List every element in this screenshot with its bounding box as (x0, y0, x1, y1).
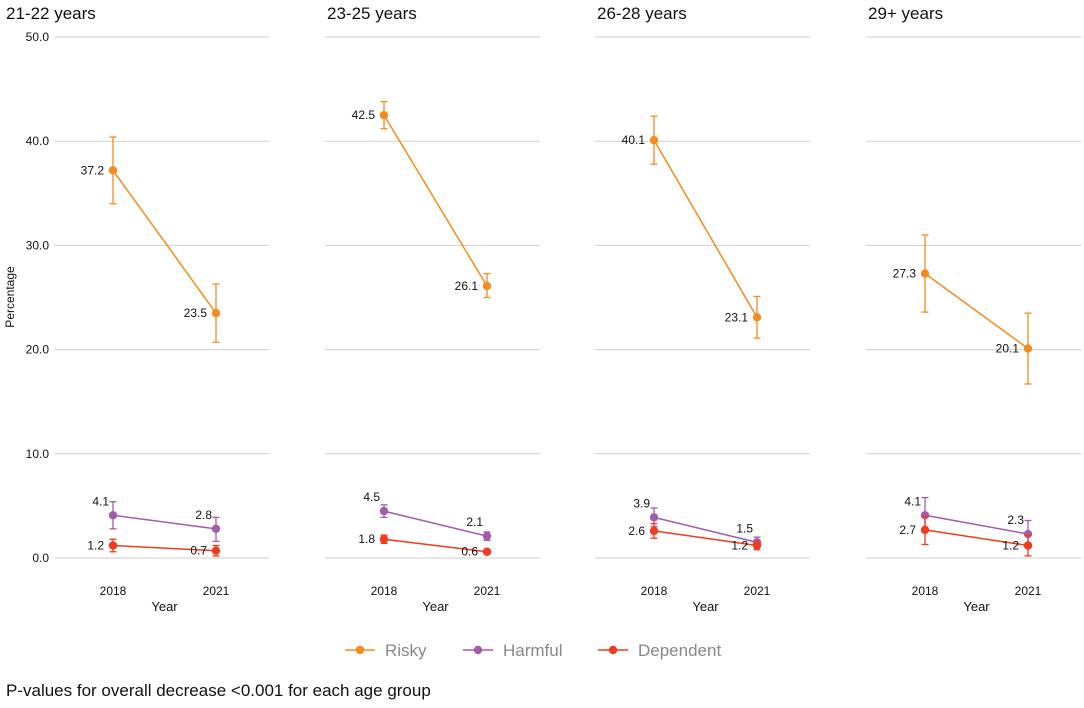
risky-series-line (383, 114, 488, 287)
data-label: 1.5 (736, 521, 753, 535)
data-label: 42.5 (352, 108, 376, 122)
data-label: 0.7 (190, 544, 207, 558)
legend-label-harmful: Harmful (503, 641, 563, 660)
harmful-point (649, 513, 659, 522)
data-label: 26.1 (455, 279, 479, 293)
legend-label-dependent: Dependent (638, 641, 721, 660)
data-label: 2.7 (899, 523, 916, 537)
x-tick-label: 2018 (371, 584, 398, 598)
panel-title: 29+ years (868, 4, 943, 23)
x-axis-label: Year (692, 599, 719, 614)
x-axis-label: Year (422, 599, 449, 614)
dependent-point (649, 526, 659, 536)
x-tick-label: 2021 (1015, 584, 1042, 598)
harmful-point (108, 511, 118, 520)
dependent-point (379, 535, 389, 544)
data-label: 3.9 (633, 496, 650, 510)
risky-series-line (924, 272, 1029, 350)
data-label: 20.1 (996, 342, 1020, 356)
data-label: 2.3 (1007, 513, 1024, 527)
harmful-point (920, 511, 930, 520)
dependent-series-line (653, 530, 758, 547)
y-tick-label: 30.0 (26, 238, 50, 252)
legend-key-point-risky (355, 645, 365, 655)
harmful-series-line (112, 514, 217, 530)
dependent-point (1023, 541, 1033, 550)
risky-point (379, 110, 389, 120)
legend-key-point-dependent (608, 645, 618, 655)
harmful-series-line (383, 510, 488, 537)
harmful-point (379, 506, 389, 516)
x-axis-label: Year (151, 599, 178, 614)
x-tick-label: 2018 (641, 584, 668, 598)
x-tick-label: 2021 (474, 584, 501, 598)
dependent-series-line (924, 529, 1029, 547)
harmful-series-line (924, 514, 1029, 535)
panel-title: 23-25 years (327, 4, 417, 23)
data-label: 27.3 (893, 267, 917, 281)
y-tick-label: 50.0 (26, 30, 50, 44)
data-label: 2.1 (466, 515, 483, 529)
x-tick-label: 2018 (100, 584, 127, 598)
y-axis-label: Percentage (3, 266, 17, 328)
data-label: 1.2 (1002, 538, 1019, 552)
x-tick-label: 2018 (912, 584, 939, 598)
y-tick-label: 0.0 (32, 551, 49, 565)
harmful-point (211, 524, 221, 534)
harmful-series-line (653, 516, 758, 544)
y-tick-label: 10.0 (26, 447, 50, 461)
y-tick-label: 20.0 (26, 343, 50, 357)
risky-point (920, 269, 930, 278)
data-label: 4.1 (904, 494, 921, 508)
dependent-point (920, 525, 930, 535)
data-label: 4.5 (363, 490, 380, 504)
risky-point (1023, 344, 1033, 353)
harmful-point (482, 531, 492, 541)
risky-point (649, 135, 659, 145)
risky-point (211, 308, 221, 318)
data-label: 40.1 (622, 133, 646, 147)
dependent-point (108, 541, 118, 550)
data-label: 1.2 (87, 538, 104, 552)
data-label: 4.1 (92, 494, 109, 508)
data-label: 2.8 (195, 508, 212, 522)
data-label: 1.2 (731, 538, 748, 552)
risky-point (752, 313, 762, 322)
data-label: 37.2 (81, 163, 105, 177)
data-label: 1.8 (358, 532, 375, 546)
risky-series-line (653, 139, 758, 318)
panel-title: 26-28 years (597, 4, 687, 23)
data-label: 0.6 (461, 545, 478, 559)
legend-label-risky: Risky (385, 641, 427, 660)
dependent-point (752, 541, 762, 550)
data-label: 2.6 (628, 524, 645, 538)
panel-title: 21-22 years (6, 4, 96, 23)
legend-key-point-harmful (473, 645, 483, 655)
footnote: P-values for overall decrease <0.001 for… (6, 681, 431, 700)
dependent-series-line (383, 538, 488, 553)
risky-point (108, 166, 118, 175)
data-label: 23.5 (184, 306, 208, 320)
data-label: 23.1 (725, 310, 749, 324)
dependent-point (211, 546, 221, 555)
y-tick-label: 40.0 (26, 134, 50, 148)
risky-point (482, 281, 492, 291)
x-tick-label: 2021 (203, 584, 230, 598)
x-tick-label: 2021 (744, 584, 771, 598)
x-axis-label: Year (963, 599, 990, 614)
dependent-series-line (112, 544, 217, 552)
dependent-point (482, 547, 492, 556)
risky-series-line (112, 169, 217, 314)
harmful-point (1023, 529, 1033, 539)
